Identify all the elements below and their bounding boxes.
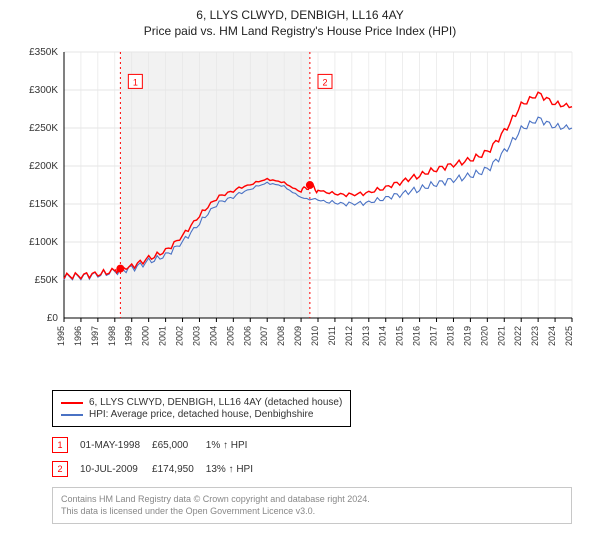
sale-row-2: 2 10-JUL-2009 £174,950 13% ↑ HPI: [52, 457, 265, 481]
svg-text:1997: 1997: [90, 326, 100, 346]
svg-text:1999: 1999: [124, 326, 134, 346]
sale-2-date: 10-JUL-2009: [80, 457, 152, 481]
sales-table: 1 01-MAY-1998 £65,000 1% ↑ HPI 2 10-JUL-…: [52, 433, 265, 481]
marker-2-box: 2: [52, 461, 68, 477]
footnote: Contains HM Land Registry data © Crown c…: [52, 487, 572, 524]
legend: 6, LLYS CLWYD, DENBIGH, LL16 4AY (detach…: [52, 390, 351, 427]
svg-text:2020: 2020: [479, 326, 489, 346]
svg-text:2023: 2023: [530, 326, 540, 346]
svg-text:£150K: £150K: [29, 199, 58, 210]
svg-text:2009: 2009: [293, 326, 303, 346]
sale-1-date: 01-MAY-1998: [80, 433, 152, 457]
svg-text:2006: 2006: [242, 326, 252, 346]
svg-text:1996: 1996: [73, 326, 83, 346]
svg-text:2008: 2008: [276, 326, 286, 346]
sale-1-price: £65,000: [152, 433, 206, 457]
svg-text:2024: 2024: [547, 326, 557, 346]
svg-text:2017: 2017: [429, 326, 439, 346]
svg-text:2014: 2014: [378, 326, 388, 346]
svg-text:1995: 1995: [56, 326, 66, 346]
svg-text:£300K: £300K: [29, 85, 58, 96]
title-line-1: 6, LLYS CLWYD, DENBIGH, LL16 4AY: [8, 8, 592, 22]
legend-swatch-hpi: [61, 414, 83, 416]
legend-row-subject: 6, LLYS CLWYD, DENBIGH, LL16 4AY (detach…: [61, 397, 342, 408]
svg-text:2012: 2012: [344, 326, 354, 346]
svg-text:2013: 2013: [361, 326, 371, 346]
svg-text:2003: 2003: [191, 326, 201, 346]
legend-swatch-subject: [61, 402, 83, 404]
svg-text:£350K: £350K: [29, 47, 58, 58]
svg-text:2018: 2018: [445, 326, 455, 346]
svg-text:2016: 2016: [412, 326, 422, 346]
svg-text:2002: 2002: [175, 326, 185, 346]
price-chart: £0 £50K £100K £150K £200K £250K £300K £350K 1995…: [20, 46, 580, 386]
sale-row-1: 1 01-MAY-1998 £65,000 1% ↑ HPI: [52, 433, 265, 457]
svg-text:2001: 2001: [158, 326, 168, 346]
marker-1-box: 1: [52, 437, 68, 453]
sale-2-delta: 13% ↑ HPI: [206, 457, 265, 481]
svg-text:2000: 2000: [141, 326, 151, 346]
footnote-line-1: Contains HM Land Registry data © Crown c…: [61, 494, 563, 506]
chart-title: 6, LLYS CLWYD, DENBIGH, LL16 4AY Price p…: [8, 8, 592, 38]
svg-text:£50K: £50K: [35, 275, 59, 286]
footnote-line-2: This data is licensed under the Open Gov…: [61, 506, 563, 518]
svg-text:1: 1: [133, 77, 138, 87]
legend-row-hpi: HPI: Average price, detached house, Denb…: [61, 409, 342, 420]
svg-text:2004: 2004: [208, 326, 218, 346]
svg-text:2010: 2010: [310, 326, 320, 346]
svg-text:£200K: £200K: [29, 161, 58, 172]
svg-text:2019: 2019: [462, 326, 472, 346]
svg-text:£100K: £100K: [29, 237, 58, 248]
svg-text:2005: 2005: [225, 326, 235, 346]
svg-text:2021: 2021: [496, 326, 506, 346]
svg-text:2015: 2015: [395, 326, 405, 346]
legend-label-subject: 6, LLYS CLWYD, DENBIGH, LL16 4AY (detach…: [89, 397, 342, 408]
svg-text:2: 2: [322, 77, 327, 87]
svg-text:2007: 2007: [259, 326, 269, 346]
svg-text:£0: £0: [47, 313, 59, 324]
legend-label-hpi: HPI: Average price, detached house, Denb…: [89, 409, 313, 420]
svg-text:2025: 2025: [564, 326, 574, 346]
svg-text:2022: 2022: [513, 326, 523, 346]
svg-text:£250K: £250K: [29, 123, 58, 134]
title-line-2: Price paid vs. HM Land Registry's House …: [8, 24, 592, 38]
sale-2-price: £174,950: [152, 457, 206, 481]
svg-text:2011: 2011: [327, 326, 337, 345]
sale-1-delta: 1% ↑ HPI: [206, 433, 265, 457]
svg-text:1998: 1998: [107, 326, 117, 346]
chart-svg: £0 £50K £100K £150K £200K £250K £300K £350K 1995…: [20, 46, 580, 386]
